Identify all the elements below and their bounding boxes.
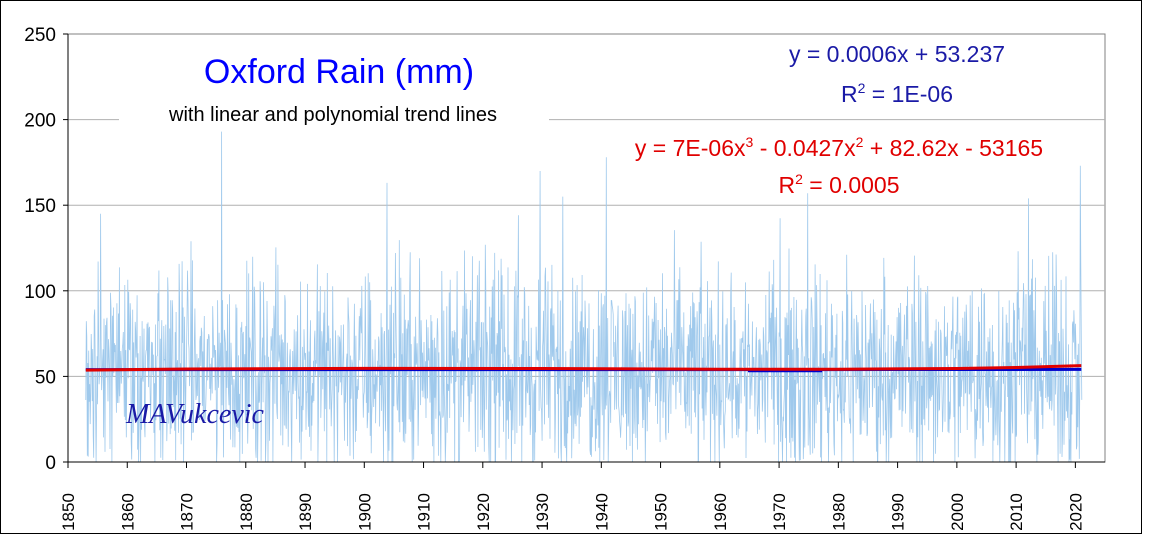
y-tick-label-250: 250 [24,25,56,46]
x-tick-label-1950: 1950 [652,493,671,531]
y-tick-label-150: 150 [24,196,56,217]
y-tick-label-50: 50 [35,367,56,388]
x-tick-label-1960: 1960 [711,493,730,531]
rainfall-series-line [85,131,1083,463]
x-tick-label-2020: 2020 [1066,493,1085,531]
x-tick-label-1880: 1880 [237,493,256,531]
polynomial-trend-equation: y = 7E-06x3 - 0.0427x2 + 82.62x - 53165 [635,134,1043,161]
x-tick-label-1900: 1900 [355,493,374,531]
author-signature: MAVukcevic [125,399,265,430]
x-tick-label-1990: 1990 [889,493,908,531]
y-tick-label-100: 100 [24,282,56,303]
x-tick-label-1930: 1930 [533,493,552,531]
polynomial-trend-r2: R2 = 0.0005 [779,171,900,198]
x-tick-label-1870: 1870 [178,493,197,531]
polynomial-trend-line [85,364,1082,372]
linear-trend-r2: R2 = 1E-06 [841,80,953,107]
subtitle-background [119,100,549,128]
linear-trend-equation: y = 0.0006x + 53.237 [789,41,1005,67]
x-tick-label-1940: 1940 [592,493,611,531]
chart-subtitle: with linear and polynomial trend lines [168,104,497,126]
rainfall-chart: 0 50 100 150 200 250 1850 1860 1870 1880 1890 1900 1… [24,25,1106,531]
x-tick-label-1860: 1860 [118,493,137,531]
x-tick-label-2000: 2000 [948,493,967,531]
chart-title: Oxford Rain (mm) [204,53,474,91]
x-tick-label-1970: 1970 [770,493,789,531]
y-tick-label-200: 200 [24,111,56,132]
x-tick-label-1920: 1920 [474,493,493,531]
x-tick-label-1910: 1910 [415,493,434,531]
x-tick-label-1850: 1850 [59,493,78,531]
x-tick-label-1980: 1980 [829,493,848,531]
x-tick-label-2010: 2010 [1007,493,1026,531]
x-tick-label-1890: 1890 [296,493,315,531]
y-tick-label-0: 0 [45,453,56,474]
